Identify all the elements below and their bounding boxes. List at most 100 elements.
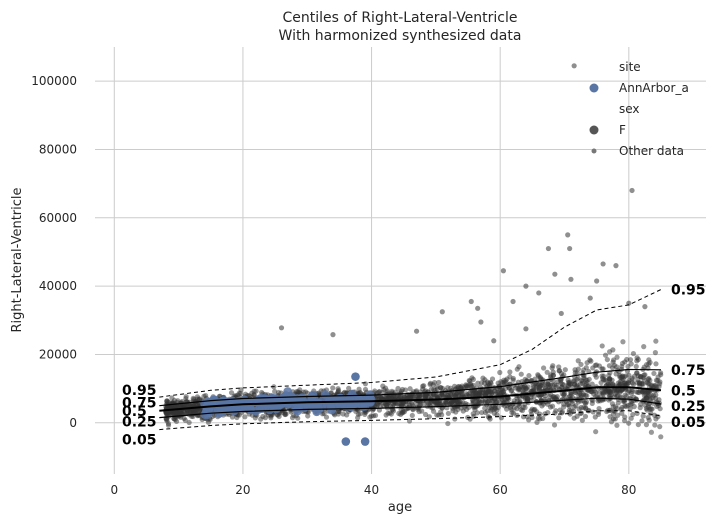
other-data-point (610, 404, 616, 410)
x-tick-label: 0 (110, 483, 118, 497)
other-data-point (634, 370, 640, 376)
other-data-point (656, 397, 662, 403)
chart-subtitle: With harmonized synthesized data (279, 28, 522, 44)
other-data-point (623, 393, 629, 400)
other-data-point (614, 364, 620, 370)
other-data-point (470, 382, 476, 388)
other-data-point (448, 399, 455, 406)
other-data-point (648, 429, 655, 435)
other-data-point (344, 412, 350, 418)
other-data-point (596, 363, 603, 369)
other-data-point (203, 392, 209, 399)
other-data-point (357, 411, 363, 417)
other-data-point (242, 414, 248, 420)
other-data-point (368, 413, 375, 419)
other-data-point (460, 408, 466, 414)
other-data-point (438, 409, 444, 415)
other-data-point (492, 404, 498, 411)
other-data-point (507, 374, 513, 380)
site-data-point (341, 437, 351, 446)
other-data-point (484, 399, 491, 405)
other-data-point (558, 310, 564, 317)
other-data-point (600, 261, 606, 267)
other-data-point (540, 415, 546, 422)
other-data-point (272, 388, 278, 395)
centile-line-075 (159, 368, 662, 407)
other-data-point (439, 309, 445, 315)
other-data-point (572, 389, 578, 395)
other-data-point (545, 245, 552, 252)
other-data-point (415, 405, 421, 411)
other-data-point (539, 403, 545, 409)
other-data-point (463, 383, 469, 390)
other-data-point (537, 384, 543, 391)
other-data-point (382, 401, 388, 407)
other-data-point (478, 319, 484, 325)
legend-marker (589, 83, 599, 93)
other-data-point (559, 409, 565, 415)
other-data-point (175, 398, 181, 404)
other-data-point (500, 389, 507, 395)
other-data-point (516, 364, 522, 370)
other-data-point (610, 347, 616, 353)
other-data-point (451, 383, 458, 389)
x-tick-label: 20 (235, 483, 250, 497)
centile-label-left: 0.95 (122, 383, 157, 399)
other-data-point (409, 412, 415, 419)
y-tick-label: 100000 (31, 74, 77, 88)
other-data-point (652, 350, 658, 356)
other-data-point (562, 367, 568, 373)
other-data-point (550, 382, 556, 388)
other-data-point (581, 404, 587, 411)
other-data-point (552, 271, 558, 277)
site-data-point (203, 407, 213, 416)
tick-labels: 0 20 40 60 80 0 20000 40000 60000 80000 100000 (31, 74, 636, 497)
centile-label-right: 0.25 (671, 399, 706, 415)
site-data-point (285, 396, 295, 406)
other-data-point (447, 393, 453, 399)
other-data-point (278, 325, 285, 331)
other-data-point (164, 398, 170, 404)
centile-label-right: 0.95 (671, 283, 706, 299)
other-data-point (626, 372, 632, 378)
other-data-point (251, 388, 257, 394)
other-data-point (426, 414, 432, 420)
other-data-point (475, 397, 481, 403)
y-axis-label: Right-Lateral-Ventricle (10, 187, 25, 332)
other-data-point (503, 379, 509, 386)
other-data-point (657, 370, 664, 376)
other-data-point (399, 386, 406, 393)
other-data-point (657, 424, 663, 430)
other-data-point (430, 382, 436, 388)
other-data-point (564, 402, 570, 408)
other-data-point (498, 415, 504, 421)
other-data-point (569, 384, 575, 390)
other-data-point (568, 390, 574, 396)
y-tick-label: 60000 (39, 211, 77, 225)
other-data-point (510, 298, 516, 305)
other-data-point (633, 363, 639, 370)
other-data-point (606, 363, 613, 369)
other-data-point (652, 422, 658, 428)
other-data-point (511, 405, 517, 411)
other-data-point (258, 389, 265, 396)
other-data-point (598, 380, 604, 386)
other-data-point (580, 378, 586, 384)
site-data-point (227, 399, 237, 408)
other-data-point (523, 283, 529, 289)
other-data-point (479, 409, 485, 416)
other-data-point (612, 416, 618, 422)
other-data-point (550, 394, 556, 400)
other-data-point (362, 381, 369, 387)
other-data-point (646, 417, 652, 423)
other-data-point (511, 398, 517, 404)
other-data-point (346, 385, 352, 391)
other-data-point (653, 338, 659, 344)
other-data-point (549, 403, 556, 409)
other-data-point (436, 379, 442, 386)
other-data-point (644, 395, 650, 401)
other-data-point (556, 415, 562, 421)
other-data-points (163, 63, 664, 440)
other-data-point (413, 328, 420, 334)
other-data-point (651, 370, 657, 377)
